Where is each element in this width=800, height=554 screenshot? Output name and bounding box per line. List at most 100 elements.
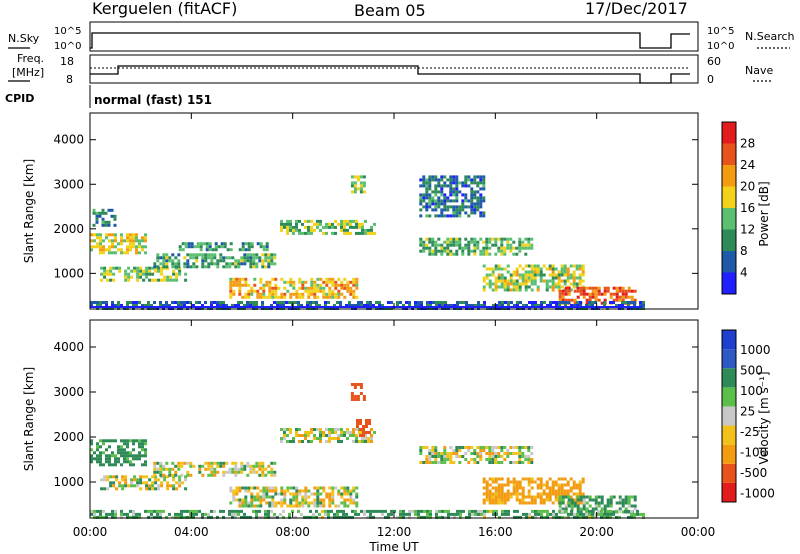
echo-cell <box>531 509 534 513</box>
echo-cell <box>110 208 114 212</box>
echo-cell <box>491 461 495 464</box>
echo-cell <box>557 270 561 274</box>
echo-cell <box>121 478 125 482</box>
echo-cell <box>428 205 432 209</box>
echo-cell <box>563 279 567 283</box>
echo-cell <box>443 193 447 197</box>
echo-cell <box>615 295 619 299</box>
echo-cell <box>313 437 316 440</box>
echo-cell <box>567 298 571 302</box>
echo-cell <box>350 184 354 188</box>
echo-cell <box>483 509 486 513</box>
echo-cell <box>482 279 486 283</box>
echo-cell <box>117 304 120 307</box>
echo-cell <box>461 205 465 209</box>
echo-cell <box>473 246 477 250</box>
echo-cell <box>337 492 341 496</box>
echo-cell <box>488 240 492 244</box>
echo-cell <box>440 214 444 218</box>
echo-cell <box>630 301 633 304</box>
echo-cell <box>352 431 355 434</box>
echo-cell <box>390 301 393 304</box>
echo-cell <box>337 434 340 437</box>
echo-cell <box>157 487 161 491</box>
echo-cell <box>334 431 337 434</box>
echo-cell <box>443 449 447 452</box>
echo-cell <box>141 239 144 243</box>
echo-cell <box>313 292 317 296</box>
echo-cell <box>95 220 99 224</box>
date-title: 17/Dec/2017 <box>585 0 688 18</box>
echo-cell <box>286 434 289 437</box>
echo-cell <box>289 504 293 508</box>
echo-cell <box>434 187 438 191</box>
echo-cell <box>325 277 329 281</box>
echo-cell <box>232 292 236 296</box>
echo-cell <box>352 440 355 443</box>
echo-cell <box>500 477 504 481</box>
echo-cell <box>558 289 562 293</box>
echo-cell <box>524 288 528 292</box>
echo-cell <box>461 455 465 458</box>
echo-cell <box>139 487 143 491</box>
echo-cell <box>207 515 210 519</box>
echo-cell <box>443 240 447 244</box>
echo-cell <box>319 434 322 437</box>
echo-cell <box>603 510 607 514</box>
echo-cell <box>518 282 522 286</box>
echo-cell <box>609 512 612 516</box>
echo-cell <box>312 515 315 519</box>
echo-cell <box>240 461 244 465</box>
echo-cell <box>518 449 522 452</box>
echo-cell <box>422 240 426 244</box>
echo-cell <box>336 509 339 513</box>
echo-cell <box>106 475 110 479</box>
echo-cell <box>165 256 169 260</box>
echo-cell <box>509 446 513 449</box>
echo-cell <box>337 283 341 287</box>
echo-cell <box>192 265 196 269</box>
echo-cell <box>494 458 498 461</box>
echo-cell <box>467 178 471 182</box>
echo-region <box>153 253 277 269</box>
echo-cell <box>627 495 631 499</box>
echo-cell <box>238 498 242 502</box>
echo-cell <box>435 512 438 516</box>
echo-cell <box>482 477 486 481</box>
echo-cell <box>530 477 534 481</box>
echo-cell <box>229 295 233 299</box>
echo-cell <box>127 266 131 270</box>
echo-cell <box>527 449 531 452</box>
echo-cell <box>151 484 155 488</box>
echo-cell <box>151 272 155 276</box>
echo-cell <box>339 301 342 304</box>
echo-cell <box>264 473 268 477</box>
echo-cell <box>591 509 594 513</box>
echo-cell <box>476 190 480 194</box>
echo-cell <box>503 446 507 449</box>
echo-cell <box>494 237 498 241</box>
echo-cell <box>244 504 248 508</box>
echo-cell <box>111 451 114 455</box>
echo-cell <box>120 242 123 246</box>
echo-cell <box>250 495 254 499</box>
echo-cell <box>578 501 582 505</box>
echo-cell <box>575 492 579 496</box>
echo-cell <box>521 267 525 271</box>
echo-cell <box>349 431 352 434</box>
echo-cell <box>437 249 441 253</box>
echo-cell <box>199 245 203 249</box>
echo-cell <box>139 275 143 279</box>
echo-cell <box>476 243 480 247</box>
echo-cell <box>518 264 522 268</box>
echo-cell <box>425 237 429 241</box>
echo-cell <box>274 289 278 293</box>
echo-cell <box>250 245 254 249</box>
echo-cell <box>231 461 235 465</box>
echo-cell <box>567 289 571 293</box>
echo-cell <box>184 245 188 249</box>
echo-cell <box>295 492 299 496</box>
echo-cell <box>288 512 291 516</box>
echo-cell <box>253 289 257 293</box>
power-colorbar-tick: 24 <box>740 158 755 172</box>
